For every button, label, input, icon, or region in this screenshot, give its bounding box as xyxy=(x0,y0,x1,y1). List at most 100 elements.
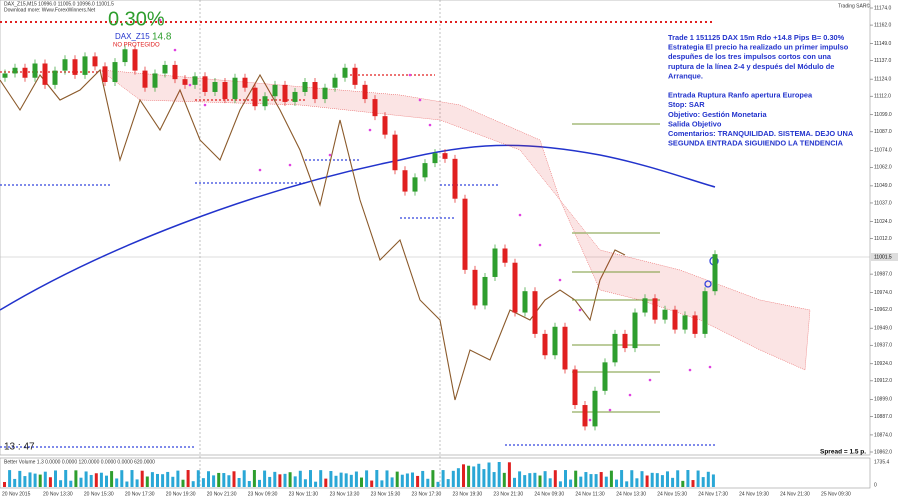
volume-bar xyxy=(385,470,389,487)
ichimoku-cloud xyxy=(99,69,811,371)
annotation-line: Entrada Ruptura Ranfo apertura Europea xyxy=(668,91,813,100)
volume-bar xyxy=(615,479,618,487)
time-label: 24 Nov 13:30 xyxy=(616,491,646,497)
volume-label: Better Volume 1.3 0.0000 0.0000 120.0000… xyxy=(4,459,155,465)
candle xyxy=(262,96,268,107)
volume-bar xyxy=(492,472,496,487)
candle xyxy=(52,70,58,85)
level-lines xyxy=(0,159,715,448)
volume-bar xyxy=(242,470,246,487)
volume-bar xyxy=(145,476,149,487)
current-price: 11001.5 xyxy=(874,254,892,260)
annotation-line: Salida Objetivo xyxy=(668,119,722,128)
volume-bar xyxy=(370,480,374,487)
time-label: 24 Nov 19:30 xyxy=(739,491,769,497)
volume-bar xyxy=(645,475,649,487)
candles xyxy=(2,45,718,431)
volume-bar xyxy=(212,475,216,487)
volume-bar xyxy=(711,474,715,487)
price-label: 10912.0 xyxy=(874,378,892,384)
volume-bar xyxy=(258,479,261,487)
volume-bar xyxy=(181,479,185,487)
volume-bar xyxy=(303,479,307,487)
price-label: 11087.0 xyxy=(874,129,892,135)
candle xyxy=(122,49,128,63)
volume-bar xyxy=(655,473,659,487)
candle xyxy=(712,254,718,292)
volume-bar xyxy=(666,471,669,487)
price-label: 10949.0 xyxy=(874,326,892,332)
volume-bar xyxy=(441,470,445,487)
volume-bar xyxy=(446,479,450,487)
volume-bar xyxy=(150,472,154,487)
time-label: 23 Nov 13:30 xyxy=(330,491,360,497)
annotation-line: Stop: SAR xyxy=(668,100,705,109)
candle xyxy=(22,67,28,78)
candle xyxy=(692,315,698,334)
candle xyxy=(62,59,68,71)
volume-bar xyxy=(298,470,302,487)
volume-bar xyxy=(115,478,119,487)
volume-bar xyxy=(548,478,552,487)
price-label: 10874.0 xyxy=(874,432,892,438)
volume-bar xyxy=(263,470,267,487)
volume-bar xyxy=(584,472,588,487)
volume-bar xyxy=(252,470,256,487)
candle xyxy=(172,64,178,80)
volume-bar xyxy=(84,471,88,487)
candle xyxy=(592,390,598,427)
volume-bar xyxy=(227,475,231,487)
volume-bar xyxy=(329,471,333,487)
volume-bar xyxy=(334,475,338,487)
price-label: 10987.0 xyxy=(874,271,892,277)
candle xyxy=(472,269,478,306)
volume-bar xyxy=(171,476,175,487)
candle xyxy=(512,262,518,313)
volume-bar xyxy=(579,476,583,487)
volume-bar xyxy=(426,478,430,487)
candle xyxy=(162,64,168,74)
price-label: 10974.0 xyxy=(874,290,892,296)
price-label: 11162.0 xyxy=(874,22,892,28)
volume-bar xyxy=(691,480,695,487)
candle xyxy=(362,84,368,100)
candle xyxy=(222,82,228,100)
candle xyxy=(12,67,18,74)
price-label: 11074.0 xyxy=(874,148,892,154)
candle xyxy=(132,49,138,71)
volume-bar xyxy=(701,477,705,487)
candle xyxy=(562,326,568,370)
volume-bar xyxy=(543,471,547,487)
candle xyxy=(432,153,438,164)
volume-bars xyxy=(3,462,715,487)
volume-bar xyxy=(64,470,68,487)
price-label: 10937.0 xyxy=(874,343,892,349)
time-label: 23 Nov 15:30 xyxy=(371,491,401,497)
volume-bar xyxy=(196,470,200,487)
timer: 13 : 47 xyxy=(4,442,35,453)
volume-bar xyxy=(217,472,221,487)
volume-bar xyxy=(553,470,557,487)
volume-bar xyxy=(681,480,685,487)
annotation-line: Arranque. xyxy=(668,71,703,80)
candle xyxy=(92,56,98,67)
volume-bar xyxy=(38,474,42,487)
sar-dots xyxy=(158,18,712,422)
volume-bar xyxy=(349,474,353,487)
candle xyxy=(352,67,358,85)
candle xyxy=(342,67,348,78)
annotation-line: Comentarios: TRANQUILIDAD. SISTEMA. DEJO… xyxy=(668,129,854,138)
volume-bar xyxy=(8,470,12,487)
time-label: 24 Nov 09:30 xyxy=(534,491,564,497)
trade-symbol: DAX_Z15 xyxy=(115,32,150,41)
volume-bar xyxy=(110,471,114,487)
volume-bar xyxy=(706,471,710,487)
volume-bar xyxy=(421,470,425,487)
volume-bar xyxy=(467,465,471,487)
time-label: 23 Nov 19:30 xyxy=(452,491,482,497)
annotation-line: Estrategia El precio ha realizado un pri… xyxy=(668,43,849,52)
volume-bar xyxy=(472,466,476,487)
candle xyxy=(192,76,198,85)
volume-bar xyxy=(166,471,170,487)
